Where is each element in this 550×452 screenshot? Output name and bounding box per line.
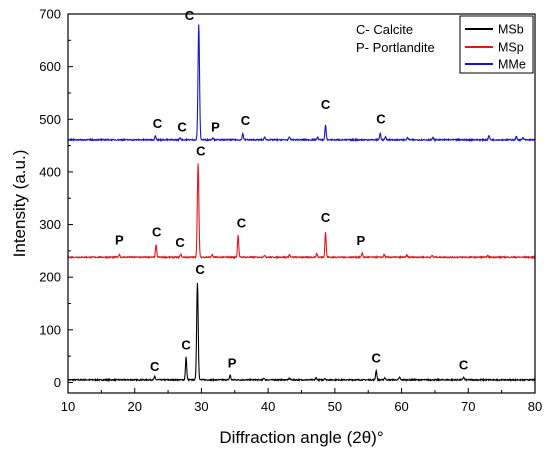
x-tick-label: 40 bbox=[261, 399, 275, 414]
peak-label: C bbox=[150, 359, 160, 374]
peak-label: C bbox=[175, 235, 185, 250]
legend-label-msp: MSp bbox=[498, 41, 524, 55]
peak-label: C bbox=[196, 144, 206, 159]
peak-label: C bbox=[241, 113, 251, 128]
y-tick-label: 100 bbox=[39, 322, 61, 337]
peak-label: C bbox=[459, 357, 469, 372]
x-tick-label: 50 bbox=[328, 399, 342, 414]
y-tick-label: 200 bbox=[39, 270, 61, 285]
key-calcite: C- Calcite bbox=[356, 22, 413, 37]
peak-label: C bbox=[177, 119, 187, 134]
y-tick-label: 600 bbox=[39, 59, 61, 74]
series-line-msp bbox=[67, 163, 536, 260]
y-tick-label: 300 bbox=[39, 217, 61, 232]
y-tick-label: 0 bbox=[54, 375, 61, 390]
peak-label: C bbox=[181, 337, 191, 352]
peak-label: C bbox=[153, 116, 163, 131]
peak-label: P bbox=[115, 233, 124, 248]
y-axis-label: Intensity (a.u.) bbox=[10, 150, 29, 258]
peak-label: C bbox=[195, 262, 205, 277]
x-tick-label: 80 bbox=[528, 399, 542, 414]
x-tick-label: 20 bbox=[127, 399, 141, 414]
peak-label: C bbox=[237, 216, 247, 231]
peak-label: P bbox=[228, 356, 237, 371]
peak-label: P bbox=[211, 119, 220, 134]
legend-label-msb: MSb bbox=[498, 23, 524, 37]
series-line-mme bbox=[67, 24, 536, 143]
peak-label: C bbox=[321, 97, 331, 112]
x-tick-label: 30 bbox=[194, 399, 208, 414]
peak-label: C bbox=[321, 210, 331, 225]
annotation-key: C- Calcite P- Portlandite bbox=[356, 22, 435, 55]
x-tick-label: 70 bbox=[461, 399, 475, 414]
x-axis-label: Diffraction angle (2θ)° bbox=[219, 428, 383, 447]
peak-label: C bbox=[372, 350, 382, 365]
peak-label: P bbox=[357, 233, 366, 248]
series-line-msb bbox=[67, 282, 536, 383]
y-tick-label: 400 bbox=[39, 164, 61, 179]
legend: MSb MSp MMe bbox=[459, 15, 534, 74]
x-tick-label: 60 bbox=[394, 399, 408, 414]
y-tick-label: 700 bbox=[39, 7, 61, 22]
key-portlandite: P- Portlandite bbox=[356, 40, 435, 55]
peak-label: C bbox=[185, 8, 195, 23]
legend-label-mme: MMe bbox=[498, 58, 526, 72]
peak-label: C bbox=[152, 225, 162, 240]
axes: 10 20 30 40 50 60 70 80 0 100 200 300 400 500 600 700 bbox=[39, 7, 542, 415]
series-traces bbox=[67, 24, 536, 383]
peak-label: C bbox=[376, 111, 386, 126]
x-tick-label: 10 bbox=[61, 399, 75, 414]
y-tick-label: 500 bbox=[39, 112, 61, 127]
